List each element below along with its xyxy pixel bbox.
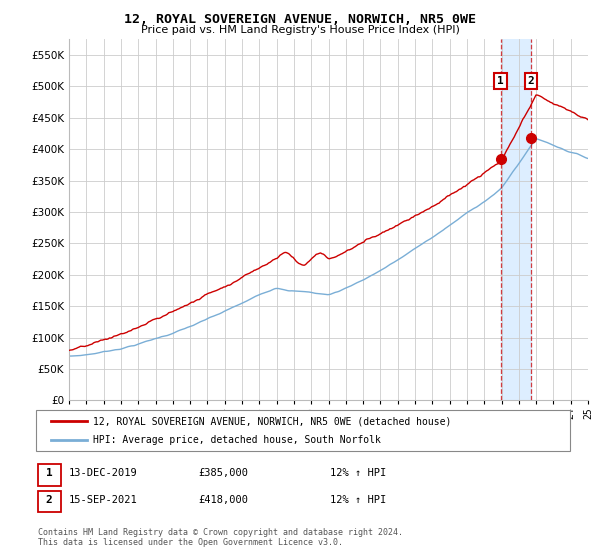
Bar xyxy=(500,39,531,400)
Text: 12% ↑ HPI: 12% ↑ HPI xyxy=(330,468,386,478)
Text: £385,000: £385,000 xyxy=(198,468,248,478)
Text: £418,000: £418,000 xyxy=(198,494,248,505)
Text: Contains HM Land Registry data © Crown copyright and database right 2024.
This d: Contains HM Land Registry data © Crown c… xyxy=(38,528,403,547)
Text: 2: 2 xyxy=(528,76,535,86)
Text: 1: 1 xyxy=(497,76,504,86)
Text: 12, ROYAL SOVEREIGN AVENUE, NORWICH, NR5 0WE (detached house): 12, ROYAL SOVEREIGN AVENUE, NORWICH, NR5… xyxy=(93,417,451,426)
Text: 13-DEC-2019: 13-DEC-2019 xyxy=(69,468,138,478)
Text: 12, ROYAL SOVEREIGN AVENUE, NORWICH, NR5 0WE: 12, ROYAL SOVEREIGN AVENUE, NORWICH, NR5… xyxy=(124,13,476,26)
Text: 1: 1 xyxy=(46,468,53,478)
Text: HPI: Average price, detached house, South Norfolk: HPI: Average price, detached house, Sout… xyxy=(93,435,381,445)
Text: Price paid vs. HM Land Registry's House Price Index (HPI): Price paid vs. HM Land Registry's House … xyxy=(140,25,460,35)
Text: 2: 2 xyxy=(46,494,53,505)
Text: 12% ↑ HPI: 12% ↑ HPI xyxy=(330,494,386,505)
Text: 15-SEP-2021: 15-SEP-2021 xyxy=(69,494,138,505)
